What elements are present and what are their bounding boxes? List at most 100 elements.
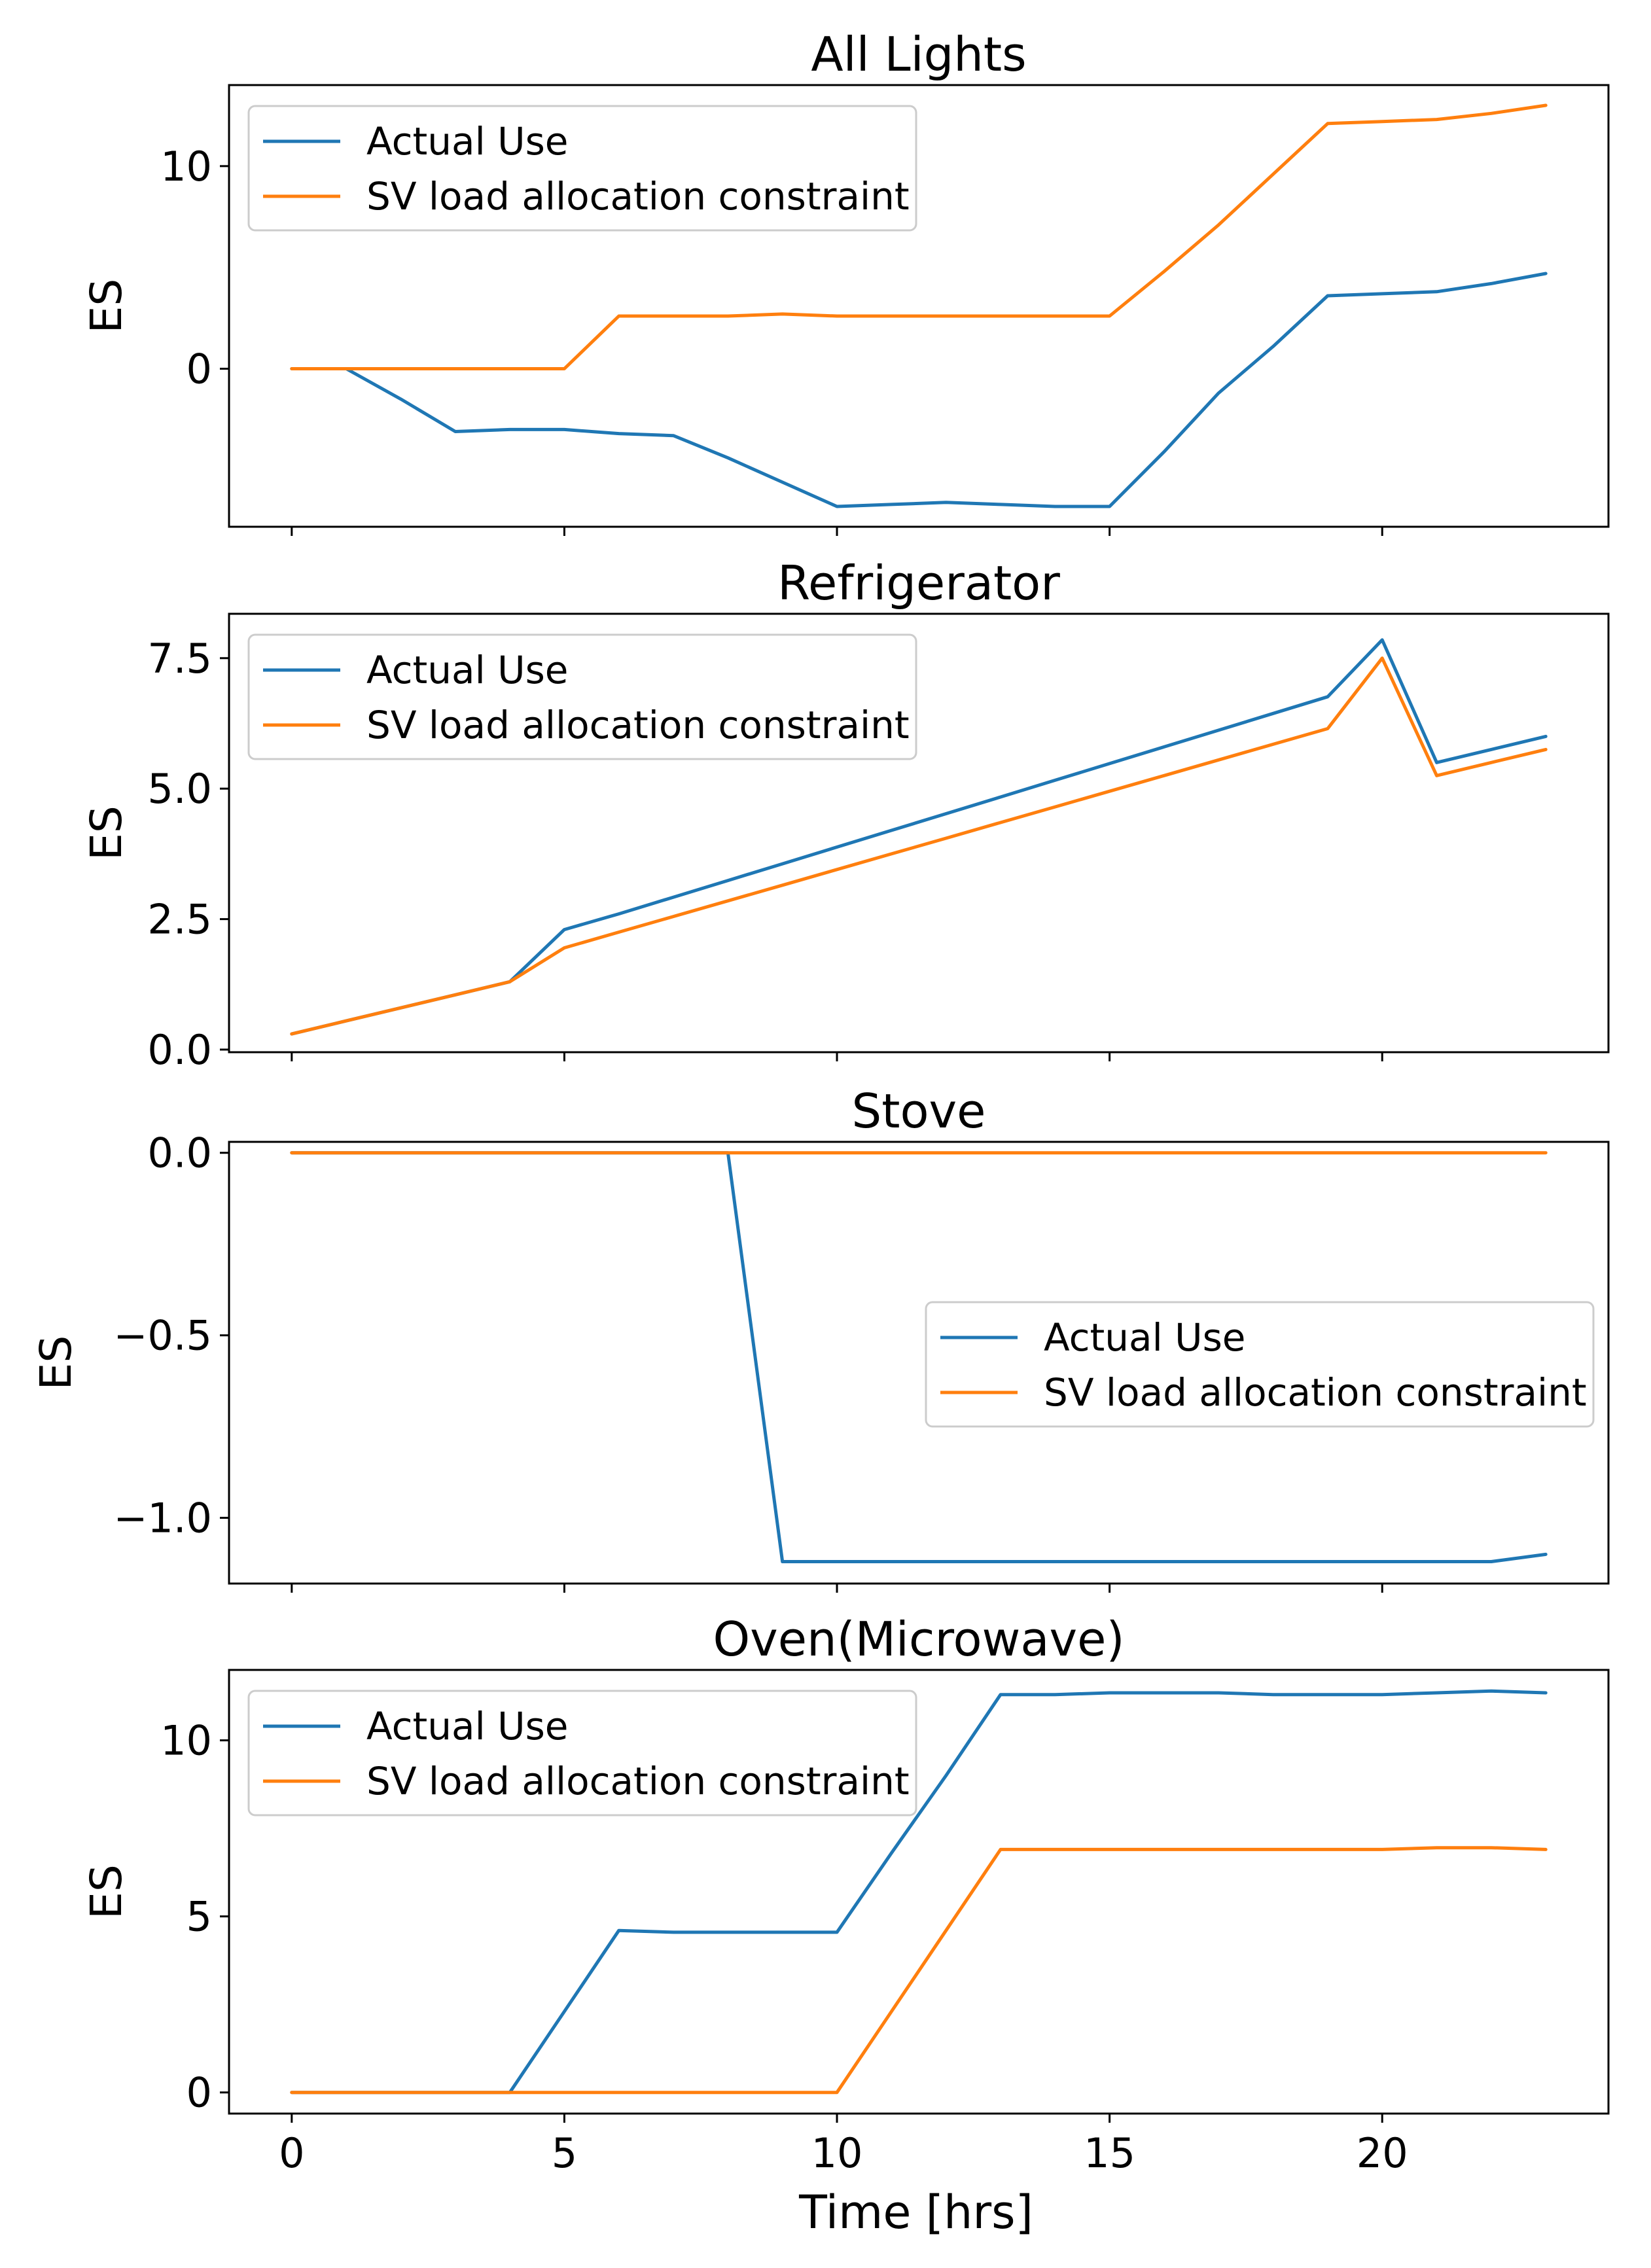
data-point (1489, 111, 1493, 115)
data-point (999, 1560, 1003, 1564)
data-point (1544, 1847, 1548, 1851)
data-point (453, 429, 457, 433)
data-point (835, 2091, 839, 2095)
legend-label: Actual Use (366, 119, 569, 164)
data-point (726, 879, 730, 883)
data-point (671, 915, 675, 919)
data-point (1162, 1847, 1166, 1851)
y-axis-label: ES (81, 1864, 132, 1919)
data-point (726, 314, 730, 318)
legend-label: Actual Use (366, 1704, 569, 1748)
data-point (562, 427, 566, 431)
data-point (889, 503, 893, 506)
data-point (399, 2091, 402, 2095)
data-point (1053, 1693, 1057, 1697)
y-axis-label: ES (81, 279, 132, 334)
data-point (889, 852, 893, 856)
data-point (999, 1847, 1003, 1851)
legend-box (247, 1690, 917, 1816)
data-point (999, 1151, 1003, 1155)
data-point (617, 2091, 621, 2095)
data-point (1380, 1847, 1384, 1851)
data-point (889, 828, 893, 832)
data-point (1435, 773, 1439, 777)
axes-frame (228, 1669, 1610, 2115)
data-point (1216, 1151, 1220, 1155)
data-point (1108, 789, 1112, 793)
data-point (1544, 1552, 1548, 1556)
data-point (726, 456, 730, 460)
data-point (999, 821, 1003, 824)
data-point (617, 930, 621, 934)
y-axis-label: ES (31, 1336, 81, 1391)
data-point (835, 314, 839, 318)
data-point (835, 868, 839, 872)
data-point (617, 1151, 621, 1155)
data-point (617, 314, 621, 318)
data-point (1216, 1691, 1220, 1695)
data-point (399, 397, 402, 401)
data-point (1326, 294, 1330, 298)
data-point (453, 993, 457, 997)
legend: Actual Use SV load allocation constraint (925, 1301, 1595, 1428)
legend-box (247, 633, 917, 760)
data-point (1271, 344, 1275, 348)
data-point (781, 1151, 785, 1155)
data-point (1489, 747, 1493, 751)
data-point (1544, 734, 1548, 738)
data-point (944, 836, 948, 840)
y-tick-label: 5.0 (147, 765, 212, 813)
series-line-actual-use (290, 272, 1548, 508)
data-point (508, 366, 512, 370)
data-point (1326, 1560, 1330, 1564)
x-axis-label: Time [hrs] (798, 2186, 1033, 2239)
axes-frame (228, 1141, 1610, 1585)
data-point (835, 1560, 839, 1564)
data-point (1162, 1691, 1166, 1695)
data-point (1053, 778, 1057, 782)
legend: Actual Use SV load allocation constraint (247, 633, 917, 760)
y-tick-label: −1.0 (113, 1495, 212, 1542)
data-point (944, 501, 948, 505)
data-point (671, 434, 675, 438)
data-point (1489, 1560, 1493, 1564)
panel-oven-microwave: Oven(Microwave) ES 0 5 10 0 5 10 15 20 Actual Use S… (81, 1612, 1610, 2177)
data-point (781, 480, 785, 484)
data-point (835, 845, 839, 849)
data-point (290, 1151, 294, 1155)
legend-label: SV load allocation constraint (1044, 1370, 1587, 1415)
data-point (671, 895, 675, 899)
y-tick-label: 10 (160, 1717, 212, 1765)
data-point (1108, 505, 1112, 508)
axes-frame (228, 612, 1610, 1054)
data-point (562, 928, 566, 932)
data-point (1108, 762, 1112, 766)
data-point (726, 2091, 730, 2095)
data-point (1216, 1847, 1220, 1851)
legend: Actual Use SV load allocation constraint (247, 105, 917, 232)
y-tick-label: −0.5 (113, 1312, 212, 1360)
data-point (1435, 1560, 1439, 1564)
data-point (1162, 773, 1166, 777)
panel-all-lights: All Lights ES 0 10 Actual Use SV load allocat… (81, 27, 1610, 536)
data-point (1162, 1560, 1166, 1564)
data-point (1380, 120, 1384, 124)
data-point (1108, 1691, 1112, 1695)
data-point (781, 883, 785, 887)
x-tick-label: 15 (1084, 2129, 1135, 2177)
data-point (1271, 711, 1275, 715)
data-point (1053, 1847, 1057, 1851)
data-point (835, 505, 839, 508)
legend-label: Actual Use (1044, 1315, 1246, 1360)
data-point (399, 1006, 402, 1010)
data-point (671, 2091, 675, 2095)
data-point (1380, 1151, 1384, 1155)
y-axis-label: ES (81, 806, 132, 860)
data-point (889, 1151, 893, 1155)
data-point (290, 1032, 294, 1036)
legend-box (925, 1301, 1595, 1428)
data-point (1326, 1151, 1330, 1155)
data-point (562, 366, 566, 370)
legend-label: SV load allocation constraint (366, 174, 910, 219)
data-point (944, 1560, 948, 1564)
